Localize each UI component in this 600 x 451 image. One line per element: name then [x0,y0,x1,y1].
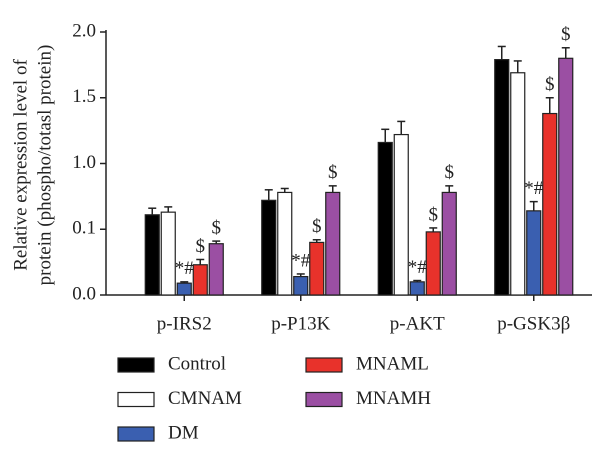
y-tick-label: 0.1 [72,218,96,239]
significance-marker: $ [429,204,439,225]
bar [144,214,160,296]
legend-swatch [305,357,343,373]
significance-marker: $ [328,162,338,183]
bar [377,141,393,296]
bar [558,57,574,296]
legend-label: MNAMH [356,388,431,409]
bar [277,191,293,296]
legend-label: CMNAM [168,388,242,409]
bar [192,264,208,296]
legend-swatch [117,357,155,373]
bar [510,72,526,296]
significance-marker: $ [196,236,206,257]
y-tick-label: 0.0 [72,283,96,304]
bar [425,231,441,296]
bar [494,59,510,296]
significance-marker: *# [175,258,195,279]
bar [441,191,457,296]
significance-marker: $ [212,217,222,238]
bar [160,211,176,296]
x-tick-label: p-GSK3β [497,313,570,334]
bar [526,210,542,296]
bar [208,243,224,296]
bar [542,112,558,296]
bar [176,282,192,296]
y-axis-label: Relative expression level of [10,59,31,271]
significance-marker: $ [561,24,571,45]
legend-swatch [117,391,155,408]
legend-label: Control [168,353,226,374]
significance-marker: $ [312,216,322,237]
significance-marker: $ [445,162,455,183]
x-tick-label: p-IRS2 [157,313,212,334]
legend-swatch [305,391,343,408]
significance-marker: *# [291,250,311,271]
y-tick-label: 2.0 [72,20,96,41]
significance-marker: *# [408,257,428,278]
y-axis-label: protein (phospho/totasl protein) [34,45,55,286]
x-tick-label: p-P13K [271,313,330,334]
bar [393,133,409,296]
y-tick-label: 1.0 [72,152,96,173]
legend-label: MNAML [356,353,429,374]
significance-marker: $ [545,74,555,95]
y-tick-label: 1.5 [72,86,96,107]
legend-label: DM [168,422,199,443]
bar [325,191,341,296]
bar [261,199,277,296]
bar [409,281,425,296]
bar [309,241,325,296]
x-tick-label: p-AKT [390,313,445,334]
legend-swatch [117,426,155,442]
significance-marker: *# [524,178,544,199]
bar [293,275,309,296]
